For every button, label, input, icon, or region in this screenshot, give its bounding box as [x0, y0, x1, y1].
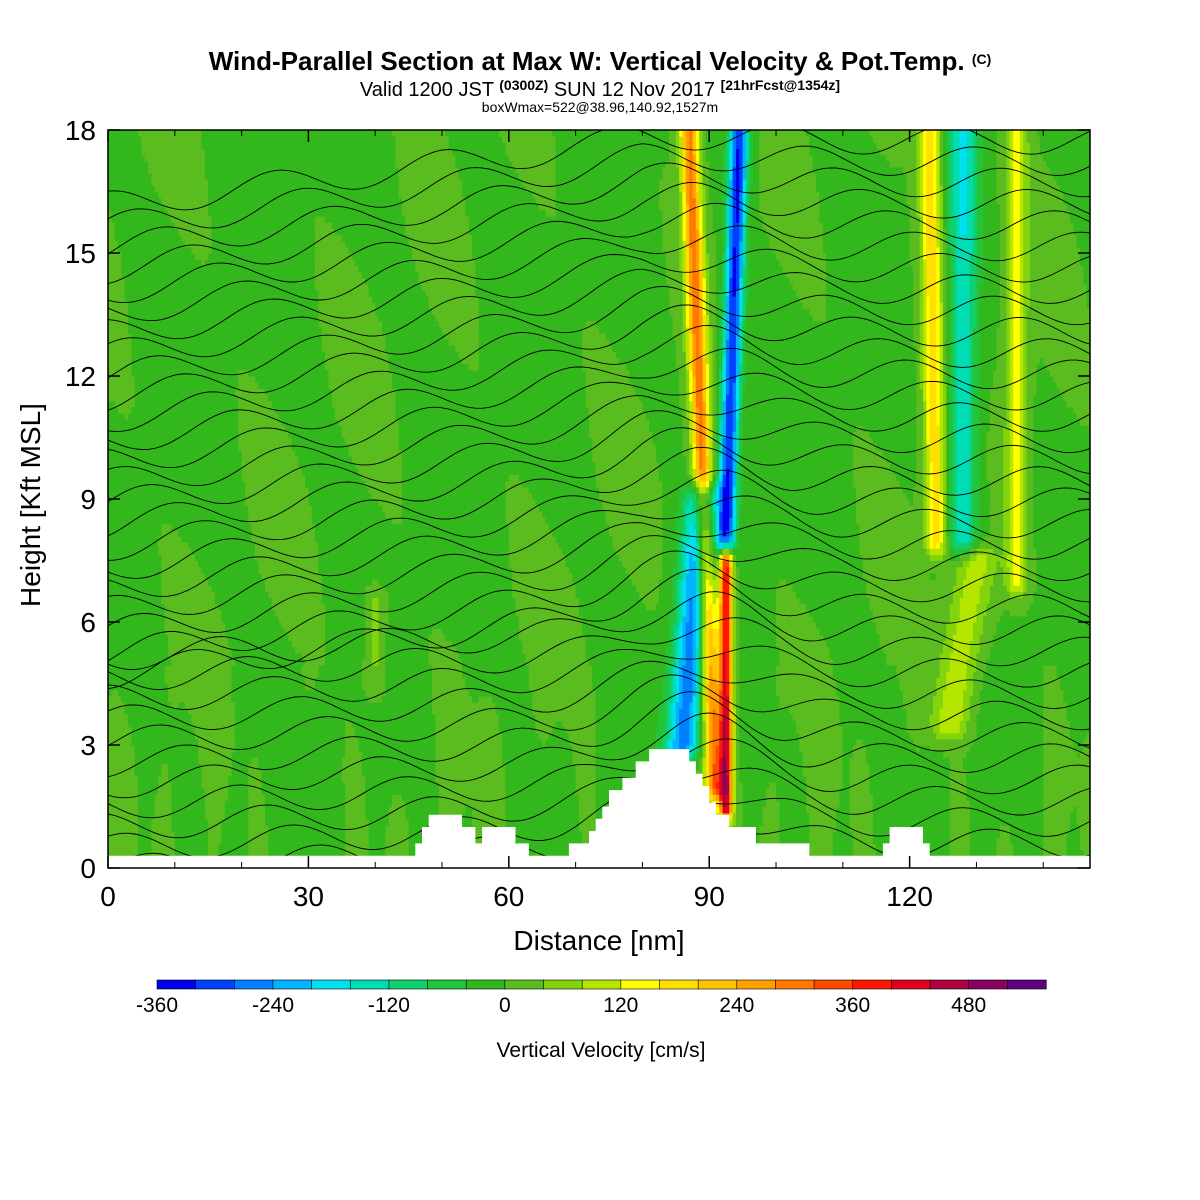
colorbar-tick-label: 0	[499, 994, 511, 1017]
x-tick-label: 120	[886, 881, 933, 912]
y-tick-label: 9	[80, 484, 96, 515]
colorbar-swatch	[737, 980, 776, 989]
y-tick-label: 12	[65, 361, 96, 392]
x-tick-label: 60	[493, 881, 524, 912]
colorbar-swatch	[969, 980, 1008, 989]
y-tick-label: 6	[80, 607, 96, 638]
colorbar-swatch	[582, 980, 621, 989]
colorbar-swatch	[544, 980, 583, 989]
x-tick-label: 30	[293, 881, 324, 912]
y-tick-label: 0	[80, 853, 96, 884]
colorbar-swatch	[312, 980, 351, 989]
colorbar-tick-label: 240	[719, 994, 754, 1017]
colorbar-label: Vertical Velocity [cm/s]	[497, 1039, 706, 1062]
colorbar-swatch	[505, 980, 544, 989]
colorbar-tick-label: -360	[136, 994, 178, 1017]
colorbar-swatch	[389, 980, 428, 989]
colorbar-swatch	[234, 980, 273, 989]
colorbar-swatch	[621, 980, 660, 989]
colorbar-tick-label: 480	[951, 994, 986, 1017]
x-tick-label: 0	[100, 881, 116, 912]
y-tick-label: 15	[65, 238, 96, 269]
cross-section-chart: 0 30 60 90 120 0 3 6 9 12 15 18 Distance [nm] Heig…	[0, 0, 1200, 1200]
colorbar-tick-label: 360	[835, 994, 870, 1017]
colorbar-swatch	[930, 980, 969, 989]
colorbar-swatch	[428, 980, 467, 989]
colorbar-tick-label: -120	[368, 994, 410, 1017]
x-axis-label: Distance [nm]	[513, 925, 684, 956]
x-tick-label: 90	[694, 881, 725, 912]
colorbar-swatch	[814, 980, 853, 989]
colorbar-swatch	[891, 980, 930, 989]
colorbar-swatch	[196, 980, 235, 989]
colorbar-swatch	[775, 980, 814, 989]
colorbar-swatch	[466, 980, 505, 989]
colorbar-tick-label: -240	[252, 994, 294, 1017]
colorbar-swatch	[1007, 980, 1046, 989]
y-axis-label: Height [Kft MSL]	[15, 403, 46, 607]
colorbar-swatch	[350, 980, 389, 989]
colorbar-swatch	[698, 980, 737, 989]
y-tick-label: 3	[80, 730, 96, 761]
colorbar-swatch	[659, 980, 698, 989]
colorbar-swatch	[273, 980, 312, 989]
y-tick-label: 18	[65, 115, 96, 146]
colorbar-swatch	[157, 980, 196, 989]
colorbar: -360 -240 -120 0 120 240 360 480	[136, 980, 1046, 1017]
colorbar-swatch	[853, 980, 892, 989]
colorbar-tick-label: 120	[603, 994, 638, 1017]
